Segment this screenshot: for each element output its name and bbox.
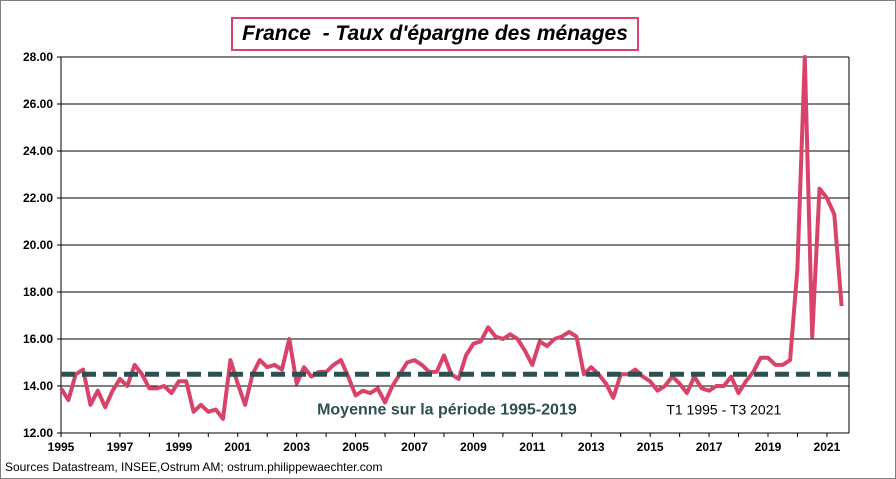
- y-tick-label: 20.00: [23, 238, 53, 252]
- x-tick-label: 1999: [165, 440, 192, 454]
- y-tick-label: 14.00: [23, 379, 53, 393]
- x-tick-label: 2011: [519, 440, 545, 454]
- y-tick-label: 22.00: [23, 191, 53, 205]
- x-tick-label: 2017: [696, 440, 723, 454]
- y-tick-label: 16.00: [23, 332, 53, 346]
- source-note: Sources Datastream, INSEE,Ostrum AM; ost…: [5, 460, 383, 474]
- y-tick-label: 12.00: [23, 426, 53, 440]
- period-annotation: T1 1995 - T3 2021: [666, 402, 781, 418]
- x-tick-label: 2005: [342, 440, 369, 454]
- x-tick-label: 2003: [283, 440, 310, 454]
- chart-title: France - Taux d'épargne des ménages: [242, 22, 628, 45]
- x-tick-label: 2001: [224, 440, 251, 454]
- average-annotation: Moyenne sur la période 1995-2019: [317, 402, 577, 419]
- x-tick-label: 2019: [755, 440, 782, 454]
- y-tick-label: 28.00: [23, 50, 53, 64]
- x-tick-label: 1997: [107, 440, 134, 454]
- x-tick-label: 2009: [460, 440, 487, 454]
- savings-rate-line: [59, 55, 844, 421]
- y-tick-label: 18.00: [23, 285, 53, 299]
- y-tick-label: 24.00: [23, 144, 53, 158]
- x-tick-label: 2015: [637, 440, 664, 454]
- y-tick-label: 26.00: [23, 97, 53, 111]
- x-tick-label: 1995: [48, 440, 75, 454]
- x-tick-label: 2013: [578, 440, 605, 454]
- x-tick-label: 2007: [401, 440, 428, 454]
- x-tick-label: 2021: [814, 440, 841, 454]
- chart-title-box: France - Taux d'épargne des ménages: [231, 17, 639, 51]
